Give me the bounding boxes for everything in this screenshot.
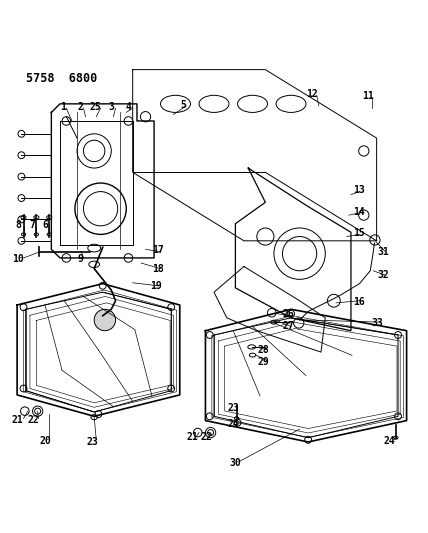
Text: 15: 15	[353, 228, 365, 238]
Text: 9: 9	[77, 254, 83, 264]
Text: 18: 18	[152, 264, 163, 273]
Text: 10: 10	[12, 254, 24, 264]
Text: 33: 33	[372, 318, 383, 328]
Text: 17: 17	[152, 245, 163, 255]
Text: 22: 22	[201, 432, 213, 442]
Text: 2: 2	[77, 102, 83, 112]
Text: 8: 8	[15, 220, 21, 230]
Text: 22: 22	[27, 415, 39, 425]
Text: 27: 27	[282, 321, 294, 332]
Text: 24: 24	[227, 419, 239, 429]
Text: 7: 7	[29, 220, 35, 230]
Text: 16: 16	[353, 296, 365, 306]
Text: 21: 21	[187, 432, 199, 442]
Text: 6: 6	[42, 220, 48, 230]
Text: 26: 26	[282, 310, 294, 319]
Text: 32: 32	[377, 270, 389, 280]
Text: 4: 4	[125, 102, 131, 112]
Text: 3: 3	[108, 102, 114, 112]
Text: 19: 19	[150, 281, 162, 291]
Text: 24: 24	[383, 436, 395, 446]
Text: 13: 13	[353, 185, 365, 195]
Circle shape	[94, 309, 116, 330]
Text: 5758  6800: 5758 6800	[26, 72, 97, 85]
Text: 21: 21	[11, 415, 23, 425]
Text: 31: 31	[377, 247, 389, 256]
Text: 25: 25	[90, 102, 102, 112]
Text: 5: 5	[180, 100, 186, 110]
Text: 23: 23	[227, 403, 239, 413]
Text: 1: 1	[60, 102, 66, 112]
Text: 11: 11	[362, 91, 374, 101]
Text: 30: 30	[229, 457, 241, 467]
Text: 28: 28	[257, 345, 269, 355]
Text: 14: 14	[353, 207, 365, 217]
Text: 23: 23	[86, 437, 98, 447]
Text: 20: 20	[39, 436, 51, 446]
Text: 12: 12	[306, 88, 318, 99]
Text: 29: 29	[257, 357, 269, 367]
